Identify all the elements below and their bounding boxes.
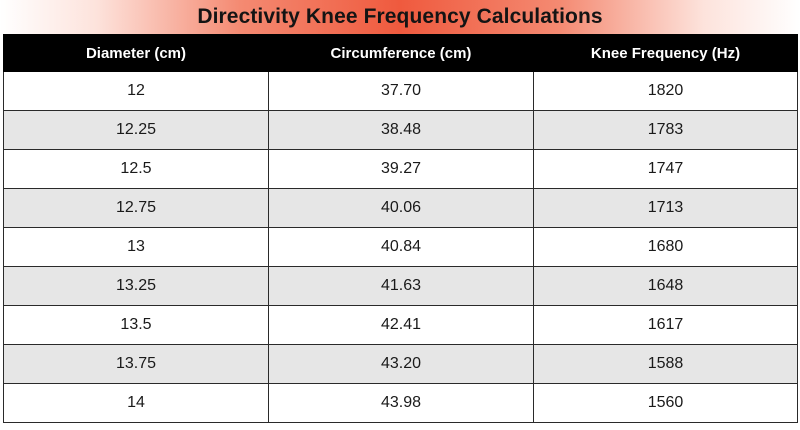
knee-frequency-cell: 1713: [533, 188, 798, 228]
table-row: 13.75 43.20 1588: [3, 344, 798, 384]
table-row: 12.5 39.27 1747: [3, 149, 798, 189]
knee-frequency-cell: 1783: [533, 110, 798, 150]
table-row: 12.75 40.06 1713: [3, 188, 798, 228]
diameter-cell: 12.5: [3, 149, 269, 189]
diameter-cell: 13.5: [3, 305, 269, 345]
column-header-knee-frequency: Knee Frequency (Hz): [533, 34, 798, 72]
circumference-cell: 40.06: [268, 188, 534, 228]
circumference-cell: 41.63: [268, 266, 534, 306]
diameter-cell: 12: [3, 71, 269, 111]
diameter-cell: 13: [3, 227, 269, 267]
circumference-cell: 39.27: [268, 149, 534, 189]
header-row: Diameter (cm) Circumference (cm) Knee Fr…: [3, 34, 798, 72]
circumference-cell: 38.48: [268, 110, 534, 150]
diameter-cell: 13.25: [3, 266, 269, 306]
knee-frequency-cell: 1617: [533, 305, 798, 345]
table-row: 12 37.70 1820: [3, 71, 798, 111]
knee-frequency-cell: 1648: [533, 266, 798, 306]
column-header-diameter: Diameter (cm): [3, 34, 269, 72]
page-title: Directivity Knee Frequency Calculations: [197, 5, 603, 28]
table-row: 13.5 42.41 1617: [3, 305, 798, 345]
circumference-cell: 43.20: [268, 344, 534, 384]
knee-frequency-cell: 1820: [533, 71, 798, 111]
table-row: 14 43.98 1560: [3, 383, 798, 423]
knee-frequency-cell: 1588: [533, 344, 798, 384]
circumference-cell: 37.70: [268, 71, 534, 111]
column-header-circumference: Circumference (cm): [268, 34, 534, 72]
diameter-cell: 12.75: [3, 188, 269, 228]
knee-frequency-cell: 1747: [533, 149, 798, 189]
knee-frequency-table: Diameter (cm) Circumference (cm) Knee Fr…: [3, 34, 798, 423]
circumference-cell: 43.98: [268, 383, 534, 423]
circumference-cell: 42.41: [268, 305, 534, 345]
table-row: 13.25 41.63 1648: [3, 266, 798, 306]
knee-frequency-cell: 1680: [533, 227, 798, 267]
title-banner: Directivity Knee Frequency Calculations: [0, 0, 800, 34]
table-row: 12.25 38.48 1783: [3, 110, 798, 150]
circumference-cell: 40.84: [268, 227, 534, 267]
diameter-cell: 14: [3, 383, 269, 423]
diameter-cell: 12.25: [3, 110, 269, 150]
diameter-cell: 13.75: [3, 344, 269, 384]
table-row: 13 40.84 1680: [3, 227, 798, 267]
knee-frequency-cell: 1560: [533, 383, 798, 423]
